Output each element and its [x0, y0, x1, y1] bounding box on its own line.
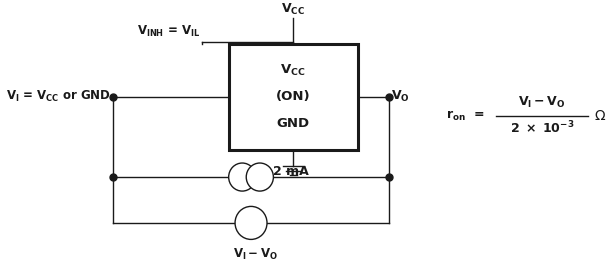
Text: $\mathregular{V_O}$: $\mathregular{V_O}$	[392, 89, 410, 104]
Text: (ON): (ON)	[276, 90, 311, 103]
Circle shape	[235, 206, 267, 239]
Text: $\mathregular{V_I}$ = $\mathregular{V_{CC}}$ or GND: $\mathregular{V_I}$ = $\mathregular{V_{C…	[6, 89, 111, 104]
Bar	[229, 44, 358, 150]
Text: $\mathregular{2\ \times\ 10^{-3}}$: $\mathregular{2\ \times\ 10^{-3}}$	[510, 120, 574, 137]
Text: $\mathregular{V_{CC}}$: $\mathregular{V_{CC}}$	[281, 2, 305, 17]
Text: 2 mA: 2 mA	[273, 165, 309, 178]
Circle shape	[229, 163, 256, 191]
Text: $\mathregular{V_{INH}}$ = $\mathregular{V_{IL}}$: $\mathregular{V_{INH}}$ = $\mathregular{…	[137, 24, 200, 40]
Circle shape	[246, 163, 273, 191]
Text: V: V	[246, 216, 256, 230]
Text: $\mathregular{V_{CC}}$: $\mathregular{V_{CC}}$	[280, 63, 306, 78]
Text: $\mathregular{V_I - V_O}$: $\mathregular{V_I - V_O}$	[233, 247, 278, 262]
Text: GND: GND	[277, 117, 310, 130]
Text: $\mathregular{r_{on}}$  =: $\mathregular{r_{on}}$ =	[446, 108, 485, 123]
Text: $\mathregular{V_I - V_O}$: $\mathregular{V_I - V_O}$	[518, 95, 566, 110]
Text: $\Omega$: $\Omega$	[594, 109, 606, 123]
